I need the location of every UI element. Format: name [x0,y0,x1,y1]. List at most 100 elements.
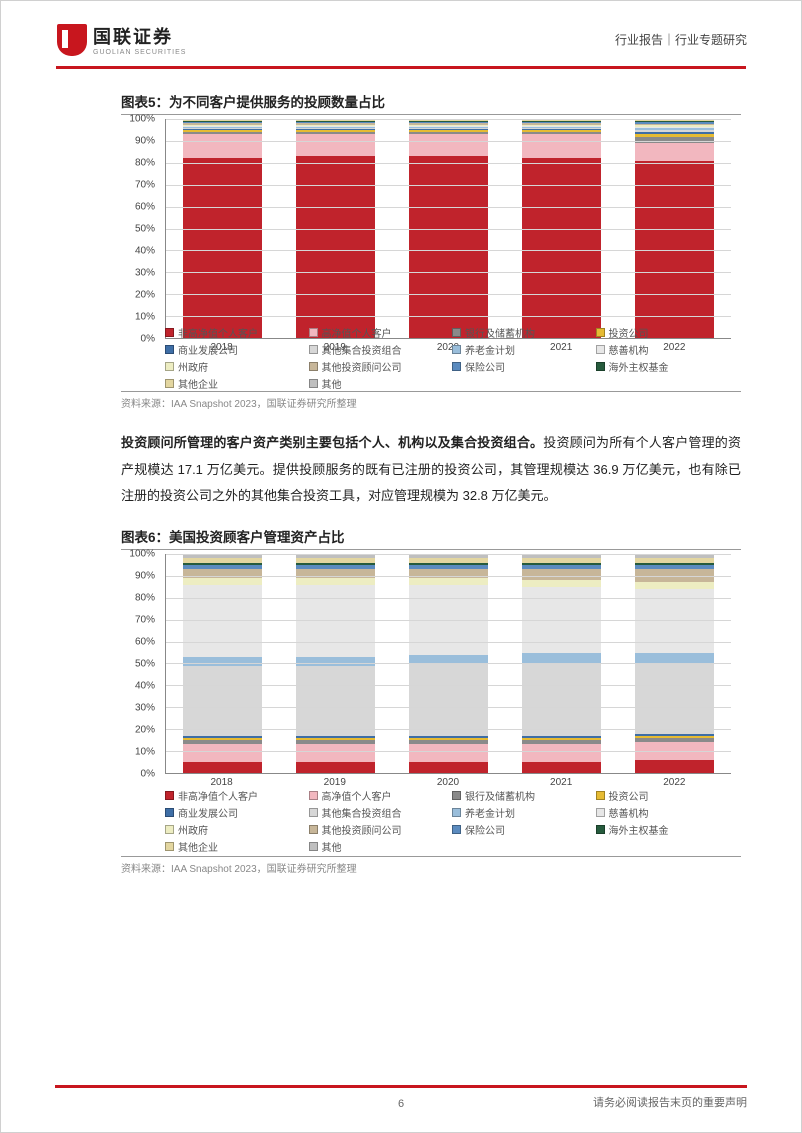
legend-item: 慈善机构 [596,805,732,820]
breadcrumb: 行业报告｜行业专题研究 [615,31,747,48]
chart5-title: 图表5：为不同客户提供服务的投顾数量占比 [121,91,741,115]
legend-item: 其他集合投资组合 [309,805,445,820]
seg-s10 [522,569,601,580]
legend-label: 其他企业 [178,839,218,854]
seg-s8 [183,585,262,657]
seg-s2 [183,134,262,158]
legend-item: 高净值个人客户 [309,325,445,340]
legend-item: 养老金计划 [452,342,588,357]
legend-item: 慈善机构 [596,342,732,357]
legend-swatch [452,825,461,834]
legend-swatch [165,842,174,851]
legend-label: 投资公司 [609,325,649,340]
legend-label: 商业发展公司 [178,342,238,357]
legend-label: 投资公司 [609,788,649,803]
legend-label: 其他投资顾问公司 [322,359,402,374]
legend-swatch [452,808,461,817]
legend-label: 海外主权基金 [609,822,669,837]
legend-label: 非高净值个人客户 [178,325,258,340]
seg-s6 [409,663,488,735]
legend-item: 投资公司 [596,788,732,803]
x-label: 2018 [210,777,232,788]
y-tick: 60% [135,202,155,213]
legend-swatch [165,362,174,371]
y-tick: 50% [135,224,155,235]
chart5-plot: 0%10%20%30%40%50%60%70%80%90%100% 201820… [121,119,741,389]
legend-label: 其他 [322,839,342,854]
legend-label: 州政府 [178,359,208,374]
legend-label: 商业发展公司 [178,805,238,820]
seg-s1 [409,156,488,338]
legend-item: 海外主权基金 [596,822,732,837]
legend-swatch [309,362,318,371]
y-tick: 90% [135,570,155,581]
legend-item: 银行及储蓄机构 [452,325,588,340]
seg-s2 [183,744,262,762]
seg-s1 [635,161,714,338]
seg-s1 [635,760,714,773]
legend-label: 养老金计划 [465,342,515,357]
logo-icon [57,24,87,56]
y-tick: 30% [135,268,155,279]
legend-label: 海外主权基金 [609,359,669,374]
legend-label: 其他集合投资组合 [322,805,402,820]
legend-swatch [596,328,605,337]
chart6-section: 图表6：美国投资顾客户管理资产占比 0%10%20%30%40%50%60%70… [1,510,801,875]
legend-item: 其他企业 [165,839,301,854]
y-tick: 40% [135,680,155,691]
legend-swatch [309,808,318,817]
seg-s2 [522,134,601,158]
legend-label: 高净值个人客户 [322,325,392,340]
y-tick: 30% [135,702,155,713]
legend-item: 投资公司 [596,325,732,340]
seg-s6 [296,666,375,736]
chart6-plot: 0%10%20%30%40%50%60%70%80%90%100% 201820… [121,554,741,854]
legend-swatch [596,808,605,817]
y-tick: 40% [135,246,155,257]
legend-item: 州政府 [165,822,301,837]
legend-item: 养老金计划 [452,805,588,820]
seg-s6 [635,663,714,733]
page-number: 6 [398,1098,404,1110]
legend-label: 慈善机构 [609,805,649,820]
legend-swatch [309,825,318,834]
legend-swatch [309,379,318,388]
seg-s1 [296,762,375,773]
x-label: 2020 [437,777,459,788]
y-tick: 20% [135,290,155,301]
paragraph-bold: 投资顾问所管理的客户资产类别主要包括个人、机构以及集合投资组合。 [121,435,543,450]
seg-s6 [183,666,262,736]
footer-disclaimer: 请务必阅读报告末页的重要声明 [593,1094,747,1110]
legend-swatch [165,825,174,834]
legend-swatch [596,362,605,371]
header-divider [56,66,746,69]
legend-label: 慈善机构 [609,342,649,357]
seg-s1 [522,762,601,773]
legend-item: 银行及储蓄机构 [452,788,588,803]
seg-s7 [522,653,601,664]
seg-s8 [296,585,375,657]
y-tick: 10% [135,746,155,757]
legend-item: 其他投资顾问公司 [309,822,445,837]
footer-divider [55,1085,747,1088]
legend-item: 其他企业 [165,376,301,391]
legend-label: 高净值个人客户 [322,788,392,803]
logo-text-cn: 国联证券 [93,23,186,49]
legend-item: 其他 [309,376,445,391]
legend-swatch [309,842,318,851]
y-tick: 80% [135,592,155,603]
legend-item: 非高净值个人客户 [165,788,301,803]
legend-swatch [165,791,174,800]
x-label: 2019 [324,777,346,788]
legend-swatch [452,328,461,337]
legend-item: 商业发展公司 [165,805,301,820]
legend-label: 保险公司 [465,359,505,374]
legend-swatch [165,328,174,337]
y-tick: 70% [135,614,155,625]
legend-swatch [452,345,461,354]
seg-s7 [409,655,488,664]
y-tick: 10% [135,312,155,323]
logo: 国联证券 GUOLIAN SECURITIES [57,23,186,56]
legend-label: 州政府 [178,822,208,837]
legend-label: 其他投资顾问公司 [322,822,402,837]
